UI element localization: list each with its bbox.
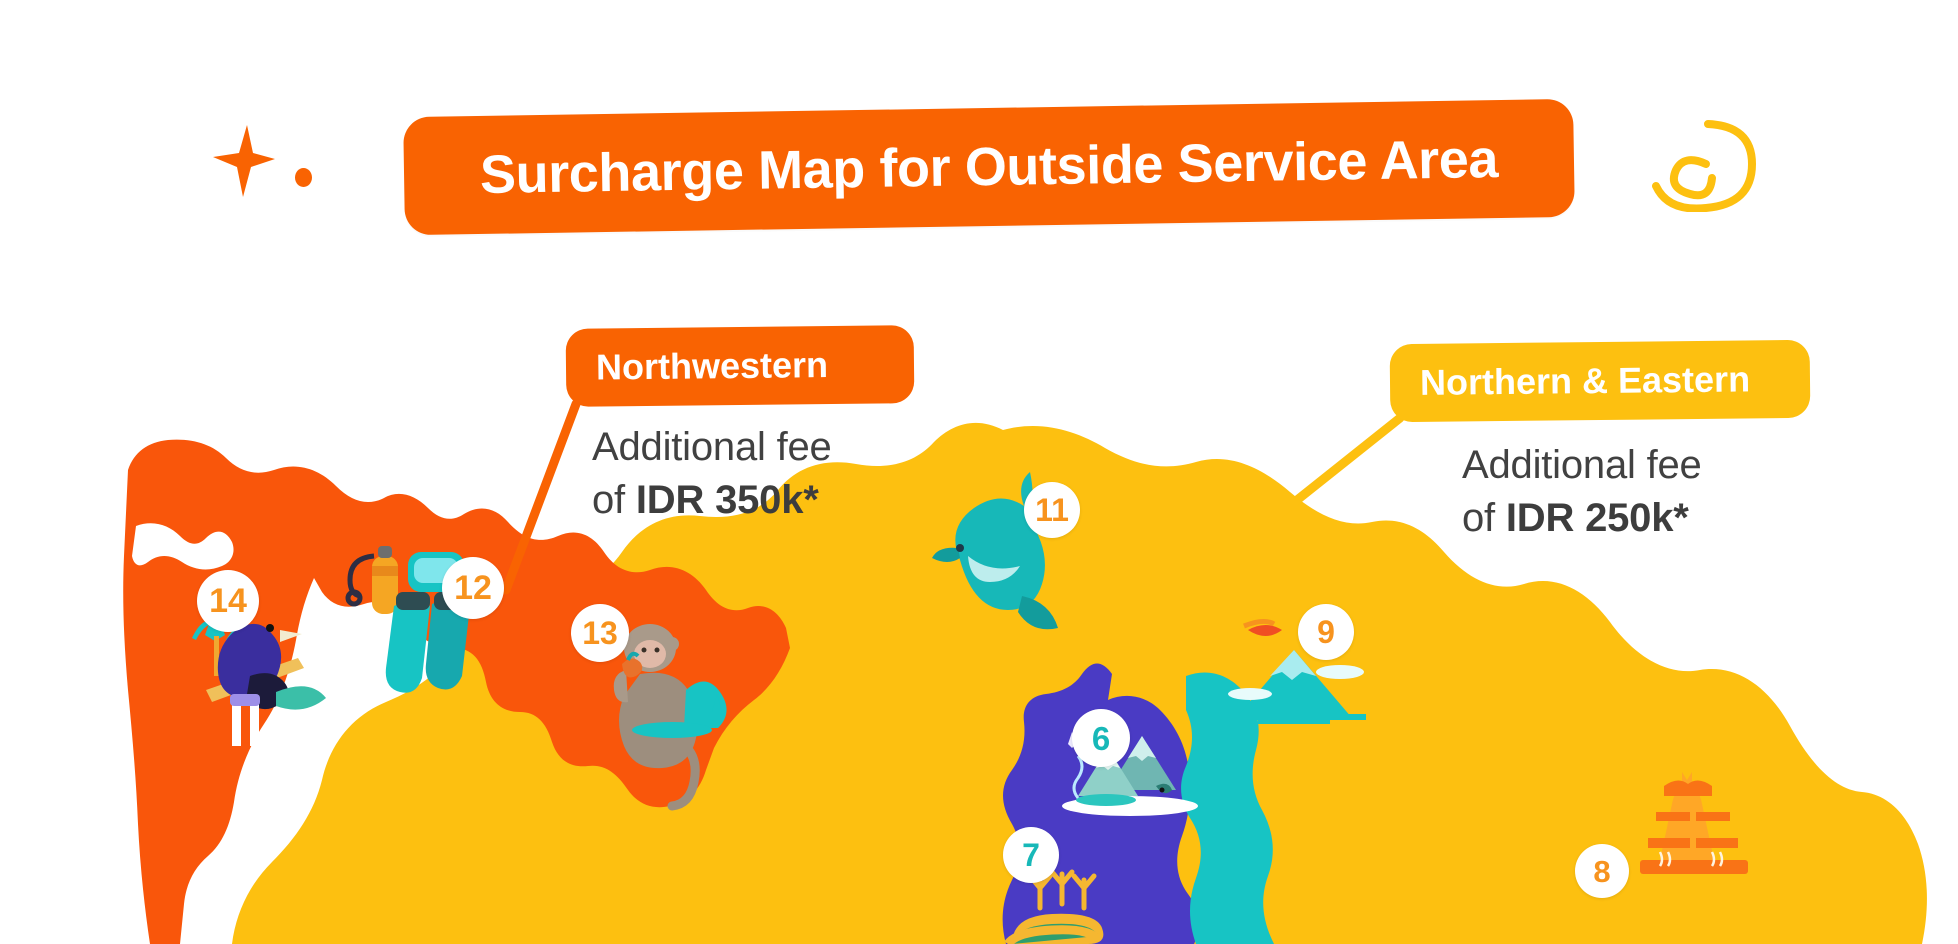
map-marker-7-number: 7 — [1022, 837, 1040, 873]
map-marker-13-number: 13 — [582, 615, 618, 651]
diving-gear-icon — [345, 546, 470, 693]
sparkle-star-icon — [213, 125, 275, 197]
page-title: Surcharge Map for Outside Service Area — [479, 129, 1499, 205]
map-marker-7[interactable]: 7 — [1003, 827, 1059, 883]
temple-gate-icon — [1640, 772, 1748, 874]
page-title-banner: Surcharge Map for Outside Service Area — [403, 98, 1575, 236]
map-marker-14-number: 14 — [209, 582, 247, 620]
map-inlet-white — [132, 523, 234, 570]
callout-badge-northern-eastern-label: Northern & Eastern — [1419, 358, 1751, 403]
fee-line-1: Additional fee — [1462, 443, 1702, 487]
map-marker-6-number: 6 — [1091, 719, 1111, 757]
fee-prefix: of — [1462, 495, 1506, 540]
callout-badge-northern-eastern[interactable]: Northern & Eastern — [1389, 339, 1811, 423]
small-dot-icon — [295, 168, 312, 187]
spiral-swirl-icon — [1652, 120, 1757, 212]
mountain-icon — [1226, 618, 1366, 724]
fee-text-northern-eastern: Additional fee of IDR 250k* — [1462, 439, 1792, 545]
map-region-teal[interactable] — [1181, 672, 1274, 944]
fee-prefix: of — [592, 477, 636, 522]
connector-line-northwestern — [501, 399, 581, 595]
callout-badge-northwestern-label: Northwestern — [595, 344, 829, 388]
fee-amount: IDR 350k* — [635, 477, 819, 522]
dolphin-icon — [932, 472, 1058, 630]
map-marker-14[interactable]: 14 — [197, 570, 259, 632]
connector-line-northern-eastern — [1267, 413, 1405, 525]
map-marker-8-number: 8 — [1593, 853, 1611, 889]
map-marker-8[interactable]: 8 — [1575, 844, 1629, 898]
map-marker-11[interactable]: 11 — [1024, 482, 1080, 538]
fee-text-northwestern: Additional fee of IDR 350k* — [592, 421, 922, 527]
map-marker-12-number: 12 — [454, 569, 492, 607]
fee-line-1: Additional fee — [592, 425, 832, 469]
callout-badge-northwestern[interactable]: Northwestern — [565, 325, 915, 407]
map-marker-12[interactable]: 12 — [442, 557, 504, 619]
map-marker-11-number: 11 — [1035, 492, 1069, 528]
monkey-icon — [613, 624, 727, 811]
map-marker-6[interactable]: 6 — [1072, 709, 1130, 767]
fee-line-2: of IDR 350k* — [592, 474, 922, 527]
fee-amount: IDR 250k* — [1505, 495, 1689, 540]
map-marker-9-number: 9 — [1317, 614, 1335, 650]
bird-of-paradise-icon — [192, 607, 326, 746]
map-region-northwestern-orange[interactable] — [123, 439, 790, 944]
fee-line-2: of IDR 250k* — [1462, 492, 1792, 545]
map-marker-13[interactable]: 13 — [571, 604, 629, 662]
map-marker-9[interactable]: 9 — [1298, 604, 1354, 660]
